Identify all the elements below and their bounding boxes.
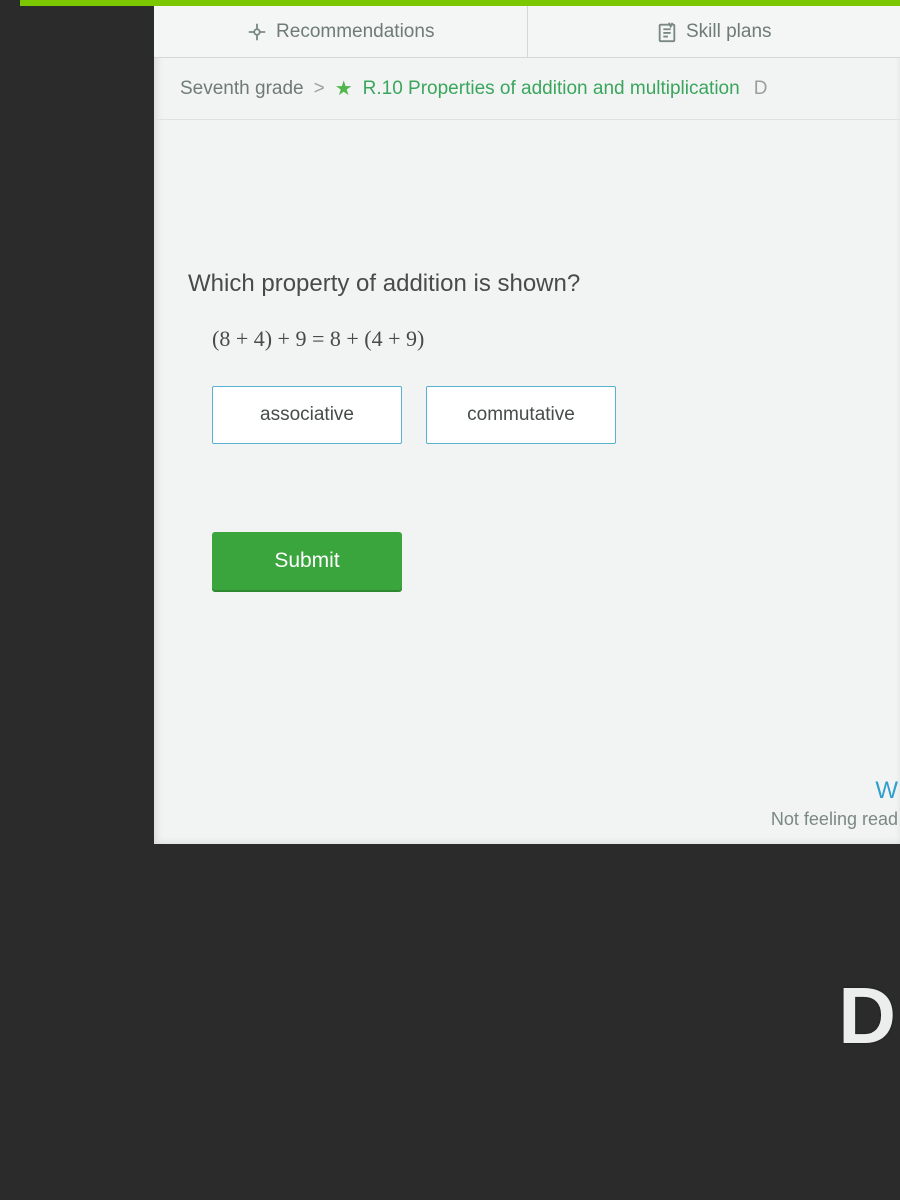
star-icon: ★ <box>335 76 353 101</box>
footer-w-link[interactable]: W <box>771 777 898 805</box>
answer-choices: associative commutative <box>212 386 866 444</box>
overlay-letter: D <box>838 970 896 1062</box>
chevron-right-icon: > <box>314 78 325 100</box>
choice-associative[interactable]: associative <box>212 386 402 444</box>
question-area: Which property of addition is shown? (8 … <box>154 120 900 620</box>
top-nav: Recommendations Skill plans <box>154 6 900 58</box>
question-equation: (8 + 4) + 9 = 8 + (4 + 9) <box>212 326 866 352</box>
recommendations-icon <box>246 21 268 43</box>
footer-hint: W Not feeling read <box>771 777 900 830</box>
breadcrumb-trailing: D <box>754 78 768 100</box>
footer-not-feeling[interactable]: Not feeling read <box>771 809 898 829</box>
tab-label: Recommendations <box>276 21 434 43</box>
tab-recommendations[interactable]: Recommendations <box>154 6 528 57</box>
tab-label: Skill plans <box>686 21 772 43</box>
question-prompt: Which property of addition is shown? <box>188 270 866 298</box>
tab-skill-plans[interactable]: Skill plans <box>528 6 900 57</box>
choice-commutative[interactable]: commutative <box>426 386 616 444</box>
device-frame: Recommendations Skill plans Seventh grad… <box>0 0 900 1200</box>
breadcrumb: Seventh grade > ★ R.10 Properties of add… <box>154 58 900 120</box>
breadcrumb-topic[interactable]: R.10 Properties of addition and multipli… <box>363 78 740 100</box>
breadcrumb-grade[interactable]: Seventh grade <box>180 78 304 100</box>
app-screen: Recommendations Skill plans Seventh grad… <box>154 6 900 844</box>
submit-button[interactable]: Submit <box>212 532 402 590</box>
skill-plans-icon <box>656 21 678 43</box>
